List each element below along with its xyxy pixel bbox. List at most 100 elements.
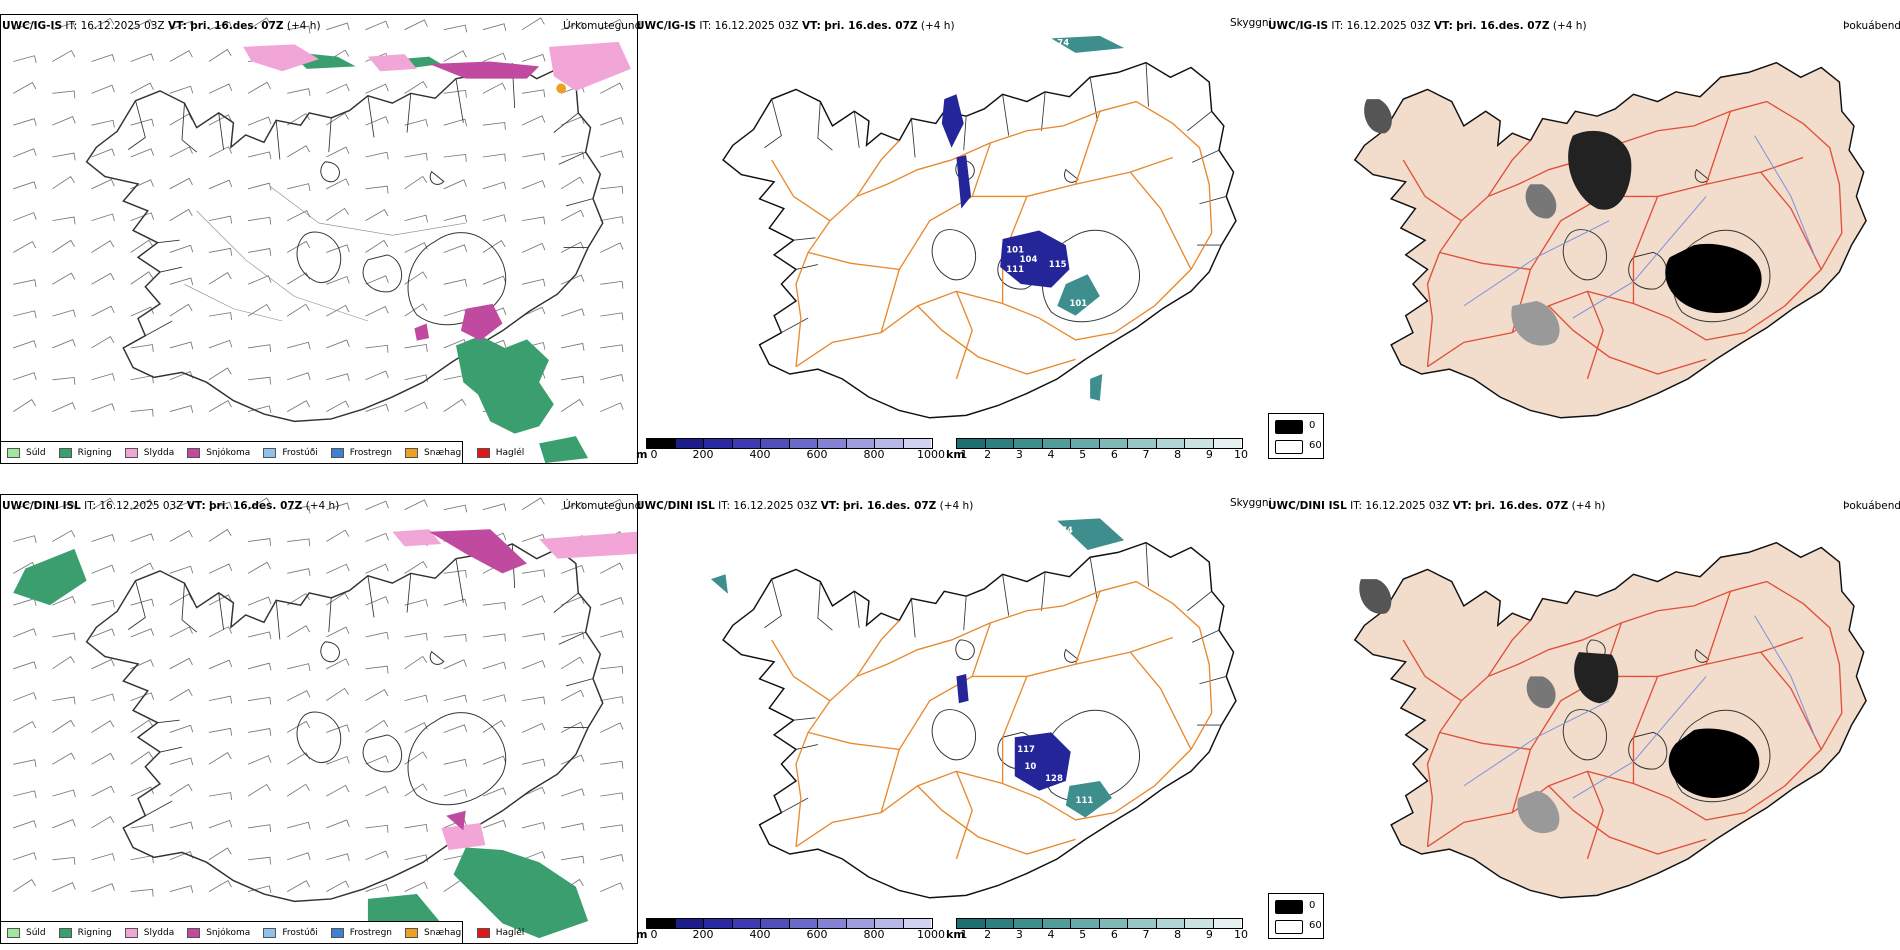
wind-barb	[169, 500, 194, 511]
wind-barb	[208, 727, 233, 736]
vt-label: VT:	[167, 20, 187, 32]
wind-barb	[443, 214, 468, 223]
wind-barb	[600, 242, 624, 253]
wind-barb	[247, 216, 272, 225]
legend-label: Súld	[26, 447, 46, 458]
legend-item: Frostregn	[330, 447, 393, 458]
row-header-bottom-vis: UWC/DINI ISL IT: 16.12.2025 03Z VT: þri.…	[636, 500, 973, 512]
vis-label: 74	[1061, 526, 1073, 536]
wind-barb	[326, 339, 350, 349]
legend-label: Frostúði	[282, 927, 318, 938]
wind-barb	[521, 89, 546, 98]
wind-barb	[247, 497, 271, 511]
wind-barb	[52, 152, 76, 161]
legend-swatch	[476, 927, 490, 938]
wind-barb	[443, 398, 467, 412]
wind-barb	[365, 151, 389, 160]
wind-barb	[326, 687, 349, 701]
wind-barb	[326, 244, 350, 253]
precip-map-top	[12, 17, 631, 463]
wind-barb	[365, 209, 389, 222]
wind-barb	[169, 593, 193, 606]
colorbar-swatch	[1071, 919, 1100, 928]
wind-barb	[443, 633, 467, 642]
wind-barb	[13, 535, 37, 544]
wind-barb	[365, 185, 389, 194]
fog-key-low-swatch	[1275, 920, 1303, 934]
colorbar-swatch	[1213, 439, 1241, 448]
legend-item: Haglél	[476, 447, 525, 458]
wind-barb	[404, 632, 428, 641]
legend-swatch	[187, 927, 201, 938]
valid-time: þri. 16.des. 07Z	[190, 20, 284, 32]
wind-barb	[326, 563, 350, 574]
wind-barb	[169, 303, 193, 317]
colorbar-swatch	[1014, 439, 1043, 448]
fog-key-high-label: 0	[1309, 420, 1316, 431]
vis-label: 111	[1076, 796, 1094, 806]
wind-barb	[600, 760, 624, 769]
wind-barb	[52, 632, 76, 641]
legend-label: Frostregn	[349, 447, 393, 458]
wind-barb	[326, 400, 350, 412]
wind-barb	[13, 820, 37, 829]
wind-barb	[365, 689, 389, 702]
panel-title-visibility: Skyggni	[1230, 497, 1272, 509]
wind-barb	[326, 304, 350, 317]
wind-barb	[482, 601, 506, 610]
wind-barb	[365, 785, 389, 797]
wind-barb	[521, 722, 546, 733]
colorbar-swatch	[704, 439, 733, 448]
wind-barb	[482, 503, 507, 512]
wind-barb	[208, 594, 233, 606]
colorbar-swatch	[957, 919, 986, 928]
wind-barb	[365, 500, 389, 511]
wind-barb	[130, 148, 155, 158]
it-label: IT:	[84, 500, 97, 512]
wind-barb	[169, 626, 193, 638]
low-visibility-areas	[956, 674, 1071, 791]
lead-time: (+4 h)	[286, 20, 321, 32]
legend-label: Rigning	[77, 447, 112, 458]
wind-barb	[404, 751, 428, 765]
wind-barb	[13, 721, 37, 733]
legend-swatch	[330, 447, 344, 458]
fog-panel-top	[1270, 14, 1900, 464]
fog-dense-areas	[1359, 579, 1760, 834]
legend-label: Snæhagl	[424, 927, 464, 938]
wind-barb	[208, 528, 232, 542]
wind-barb	[91, 534, 115, 542]
wind-barb	[560, 754, 585, 765]
wind-barb	[52, 49, 76, 62]
wind-barb	[130, 598, 155, 607]
visibility-colorbar-top: km 1 2 3 4 5 6 7 8 9 10	[946, 438, 1248, 470]
wind-barb	[13, 759, 37, 768]
wind-barb	[365, 755, 389, 765]
wind-barb	[91, 240, 115, 253]
colorbar-swatch	[1156, 919, 1185, 928]
legend-item: Slydda	[124, 447, 174, 458]
colorbar-tick: 3	[1015, 448, 1023, 461]
colorbar-tick: 2	[984, 448, 992, 461]
legend-item: Snæhagl	[405, 927, 464, 938]
wind-barb	[169, 85, 194, 94]
valid-time: þri. 16.des. 07Z	[209, 500, 303, 512]
wind-barb	[169, 405, 194, 413]
colorbar-tick: 2	[984, 928, 992, 941]
wind-barb	[13, 372, 37, 381]
legend-item: Frostregn	[330, 927, 392, 938]
wind-barb	[287, 821, 311, 830]
colorbar-swatch	[647, 439, 676, 448]
wind-barb	[404, 561, 428, 574]
legend-swatch	[7, 447, 20, 458]
wind-barb	[130, 692, 155, 702]
visibility-colorbar-bottom: km 1 2 3 4 5 6 7 8 9 10	[946, 918, 1248, 950]
wind-barb	[600, 186, 624, 194]
legend-label: Haglél	[495, 447, 525, 458]
fog-key-low-swatch	[1275, 440, 1303, 454]
precip-rain-areas	[13, 548, 589, 939]
wind-barb	[365, 116, 389, 126]
legend-label: Súld	[26, 927, 46, 938]
wind-barb	[365, 275, 389, 285]
wind-barb	[52, 116, 76, 126]
